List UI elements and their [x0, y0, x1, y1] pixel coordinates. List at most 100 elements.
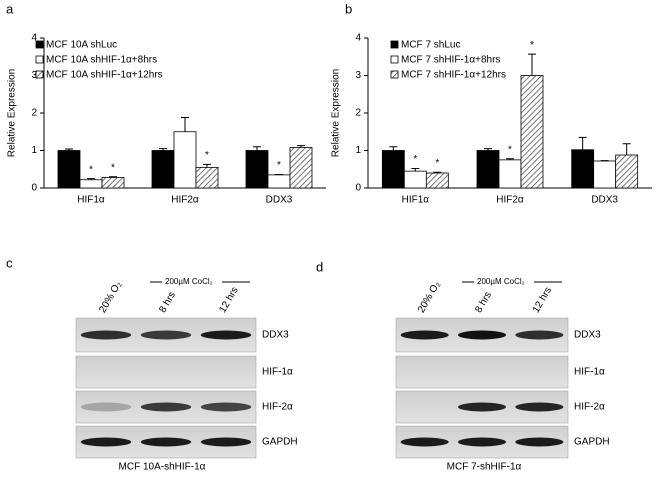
bar	[477, 151, 499, 189]
blot-band	[81, 331, 131, 340]
row-label: DDX3	[262, 330, 289, 341]
bar	[268, 175, 290, 188]
error-bar	[389, 147, 397, 151]
y-tick-label: 2	[355, 108, 361, 119]
lane-label: 20% O₂	[97, 279, 124, 314]
blot-caption: MCF 7-shHIF-1α	[447, 462, 522, 473]
bar	[426, 173, 448, 188]
lane-label: 8 hrs	[157, 290, 178, 315]
y-tick-label: 0	[31, 183, 37, 194]
x-tick-label: DDX3	[266, 195, 293, 206]
treatment-label: 200µM CoCl₂	[165, 277, 213, 286]
significance-marker: *	[89, 164, 93, 175]
blot-band	[141, 438, 191, 447]
blot-strip	[396, 356, 568, 388]
y-tick-label: 1	[355, 145, 361, 156]
error-bar	[253, 147, 261, 151]
blot-band	[201, 403, 251, 412]
bar	[174, 132, 196, 188]
blot-band	[201, 438, 251, 447]
y-tick-label: 1	[31, 145, 37, 156]
error-bar	[528, 54, 536, 75]
row-label: HIF-2α	[574, 402, 605, 413]
panel-label: a	[6, 1, 14, 16]
blot-band	[81, 438, 131, 447]
x-tick-label: DDX3	[591, 195, 618, 206]
legend-swatch	[36, 56, 43, 63]
legend-label: MCF 7 shHIF-1α+8hrs	[401, 55, 500, 66]
legend-swatch	[391, 71, 398, 78]
y-axis-label: Relative Expression	[331, 69, 342, 157]
row-label: DDX3	[574, 330, 601, 341]
row-label: HIF-2α	[262, 402, 293, 413]
bar	[382, 151, 404, 189]
significance-marker: *	[508, 144, 512, 155]
bar	[521, 76, 543, 189]
bar	[616, 155, 638, 188]
bar	[80, 180, 102, 188]
lane-label: 12 hrs	[531, 285, 554, 315]
bar	[102, 178, 124, 189]
x-tick-label: HIF2α	[171, 195, 199, 206]
blot-strip	[76, 356, 256, 388]
error-bar	[579, 137, 587, 149]
significance-marker: *	[277, 160, 281, 171]
legend-label: MCF 7 shHIF-1α+12hrs	[401, 70, 506, 81]
blot-band	[81, 403, 131, 412]
lane-label: 12 hrs	[217, 285, 240, 315]
row-label: GAPDH	[262, 437, 298, 448]
panel-label: b	[345, 1, 352, 16]
blot-band	[515, 403, 563, 412]
blot-band	[201, 331, 251, 340]
row-label: HIF-1α	[574, 367, 605, 378]
bar	[572, 150, 594, 188]
y-tick-label: 3	[355, 70, 361, 81]
legend-swatch	[36, 71, 43, 78]
legend-label: MCF 10A shLuc	[46, 40, 117, 51]
blot-band	[458, 403, 506, 412]
legend-label: MCF 10A shHIF-1α+8hrs	[46, 55, 157, 66]
legend-label: MCF 10A shHIF-1α+12hrs	[46, 70, 163, 81]
error-bar	[203, 164, 211, 167]
significance-marker: *	[111, 162, 115, 173]
x-tick-label: HIF2α	[496, 195, 524, 206]
error-bar	[623, 144, 631, 155]
blot-band	[401, 438, 449, 447]
panel-label: c	[6, 255, 13, 270]
row-label: HIF-1α	[262, 367, 293, 378]
lane-label: 20% O₂	[416, 279, 443, 314]
blot-band	[458, 331, 506, 340]
row-label: GAPDH	[574, 437, 610, 448]
blot-band	[401, 331, 449, 340]
significance-marker: *	[205, 150, 209, 161]
bar	[594, 161, 616, 188]
blot-caption: MCF 10A-shHIF-1α	[119, 462, 206, 473]
treatment-label: 200µM CoCl₂	[477, 277, 525, 286]
error-bar	[181, 118, 189, 132]
x-tick-label: HIF1α	[77, 195, 105, 206]
bar	[246, 151, 268, 189]
blot-band	[515, 438, 563, 447]
legend-swatch	[36, 41, 43, 48]
panel-label: d	[316, 259, 323, 274]
bar	[58, 151, 80, 189]
bar	[499, 160, 521, 188]
blot-band	[515, 331, 563, 340]
legend-label: MCF 7 shLuc	[401, 40, 460, 51]
bar	[404, 171, 426, 188]
y-axis-label: Relative Expression	[7, 69, 18, 157]
x-tick-label: HIF1α	[402, 195, 430, 206]
bar	[290, 148, 312, 189]
y-tick-label: 2	[31, 108, 37, 119]
significance-marker: *	[413, 154, 417, 165]
legend-swatch	[391, 56, 398, 63]
lane-label: 8 hrs	[473, 290, 494, 315]
bar	[196, 167, 218, 188]
significance-marker: *	[435, 158, 439, 169]
legend-swatch	[391, 41, 398, 48]
blot-band	[458, 438, 506, 447]
y-tick-label: 0	[355, 183, 361, 194]
y-tick-label: 4	[355, 33, 361, 44]
blot-band	[141, 331, 191, 340]
